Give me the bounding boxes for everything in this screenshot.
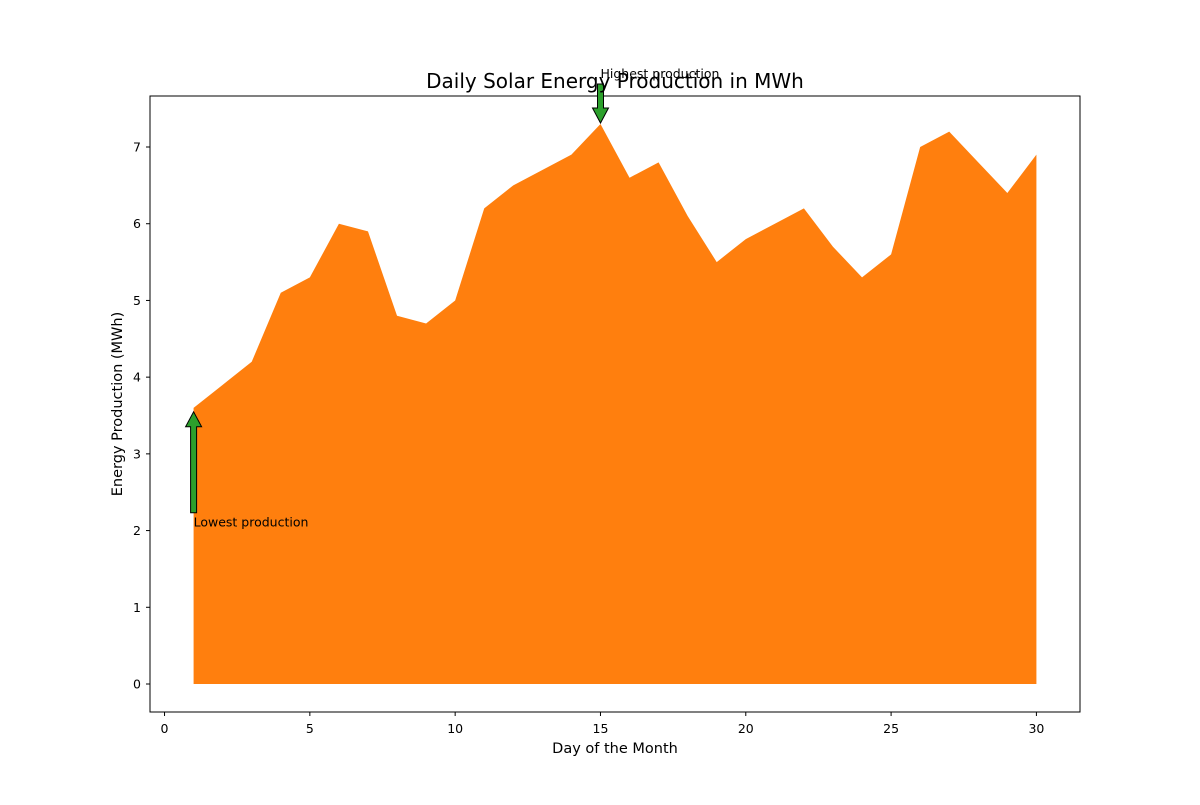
y-tick-label: 1 <box>133 600 141 615</box>
annotation-label-1: Lowest production <box>194 515 309 530</box>
x-tick-label: 0 <box>161 721 169 736</box>
annotation-label-0: Highest production <box>600 66 719 81</box>
x-tick-label: 15 <box>593 721 609 736</box>
y-tick-label: 5 <box>133 293 141 308</box>
x-axis: 0 5 10 15 20 25 30 <box>161 712 1044 736</box>
x-tick-label: 30 <box>1028 721 1044 736</box>
y-tick-label: 6 <box>133 216 141 231</box>
x-tick-label: 5 <box>306 721 314 736</box>
area-series-0 <box>193 124 1037 684</box>
x-tick-label: 20 <box>738 721 754 736</box>
y-axis: 0 1 2 3 4 5 6 7 <box>133 140 150 692</box>
annotations: Highest production Lowest production <box>184 66 719 530</box>
y-tick-label: 4 <box>133 370 141 385</box>
annotation-arrow-0 <box>591 83 610 125</box>
annotation-arrow-1 <box>184 410 203 514</box>
x-axis-label: Day of the Month <box>552 741 678 757</box>
plot-area <box>193 124 1037 684</box>
chart-title: Daily Solar Energy Production in MWh <box>426 69 804 93</box>
y-tick-label: 0 <box>133 677 141 692</box>
y-axis-label: Energy Production (MWh) <box>110 312 126 496</box>
y-tick-label: 7 <box>133 140 141 155</box>
x-tick-label: 10 <box>447 721 463 736</box>
y-tick-label: 3 <box>133 446 141 461</box>
y-tick-label: 2 <box>133 523 141 538</box>
x-tick-label: 25 <box>883 721 899 736</box>
plot-frame <box>149 95 1081 713</box>
